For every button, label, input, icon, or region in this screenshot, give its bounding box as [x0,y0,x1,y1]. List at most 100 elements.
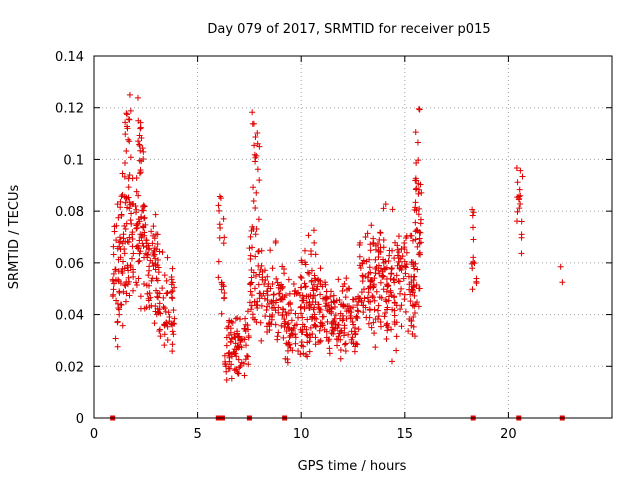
data-point [365,289,372,296]
data-point [122,225,129,232]
data-points [109,91,566,383]
data-point [365,298,372,305]
data-point [415,303,422,310]
data-point [113,297,120,304]
data-point [250,184,257,191]
x-tick-label: 15 [397,427,414,442]
data-point [378,294,385,301]
data-point [310,287,317,294]
data-point [413,227,420,234]
data-point [238,336,245,343]
data-point [416,105,423,112]
data-point [342,294,349,301]
data-point [306,348,313,355]
data-point [315,301,322,308]
data-point [299,292,306,299]
data-point [263,307,270,314]
data-point [113,222,120,229]
data-point [258,262,265,269]
data-point [251,151,258,158]
data-point [122,298,129,305]
data-point [416,235,423,242]
data-point [354,307,361,314]
data-point [364,294,371,301]
data-point [370,319,377,326]
data-point [247,288,254,295]
data-point [232,340,239,347]
data-point [110,251,117,258]
data-point [140,224,147,231]
data-point [414,243,421,250]
data-point [292,340,299,347]
data-point [116,234,123,241]
data-point [339,317,346,324]
data-point [385,297,392,304]
data-point [150,250,157,257]
data-point [412,301,419,308]
data-point [111,280,118,287]
data-point [293,290,300,297]
data-point [246,245,253,252]
data-point [290,280,297,287]
data-point [382,258,389,265]
data-point [311,272,318,279]
data-point [235,370,242,377]
data-point [148,228,155,235]
data-point [164,254,171,261]
data-point [285,276,292,283]
data-point [375,254,382,261]
data-point [383,276,390,283]
data-point [122,159,129,166]
data-point [518,231,525,238]
data-point [118,302,125,308]
data-point [292,310,299,317]
data-point [252,154,259,161]
data-point [330,331,337,338]
data-point [348,339,355,346]
data-point [377,318,384,325]
data-point [125,184,132,191]
data-point [324,318,331,325]
data-point [517,192,524,199]
data-point [317,337,324,344]
data-point [298,284,305,291]
data-point [355,326,362,333]
data-point [249,120,256,127]
data-point [514,208,521,215]
data-point [252,272,259,279]
data-point [325,337,332,344]
data-point [251,142,258,149]
data-point [216,207,223,214]
data-point [234,334,241,341]
data-point [121,222,128,229]
y-tick-label: 0.14 [55,50,84,65]
data-point [470,224,477,231]
data-point [316,327,323,334]
data-point [235,333,242,340]
data-point [372,256,379,263]
data-point [281,318,288,325]
data-point [371,330,378,337]
data-point [115,305,122,312]
data-point [287,299,294,306]
data-point [303,299,310,306]
data-point [354,302,361,309]
data-point [334,342,341,349]
data-point [137,293,144,300]
data-point [114,319,121,326]
data-point [241,372,248,379]
data-point [126,234,133,241]
data-point [356,253,363,260]
data-point [397,290,404,297]
data-point [261,295,268,302]
data-point [127,201,134,208]
data-point [247,252,254,259]
data-point [129,231,136,238]
data-point [133,188,140,195]
data-point [374,315,381,322]
data-point [134,220,141,227]
data-point [319,321,326,328]
data-point [389,206,396,213]
data-point [121,250,128,257]
data-point [407,232,414,239]
